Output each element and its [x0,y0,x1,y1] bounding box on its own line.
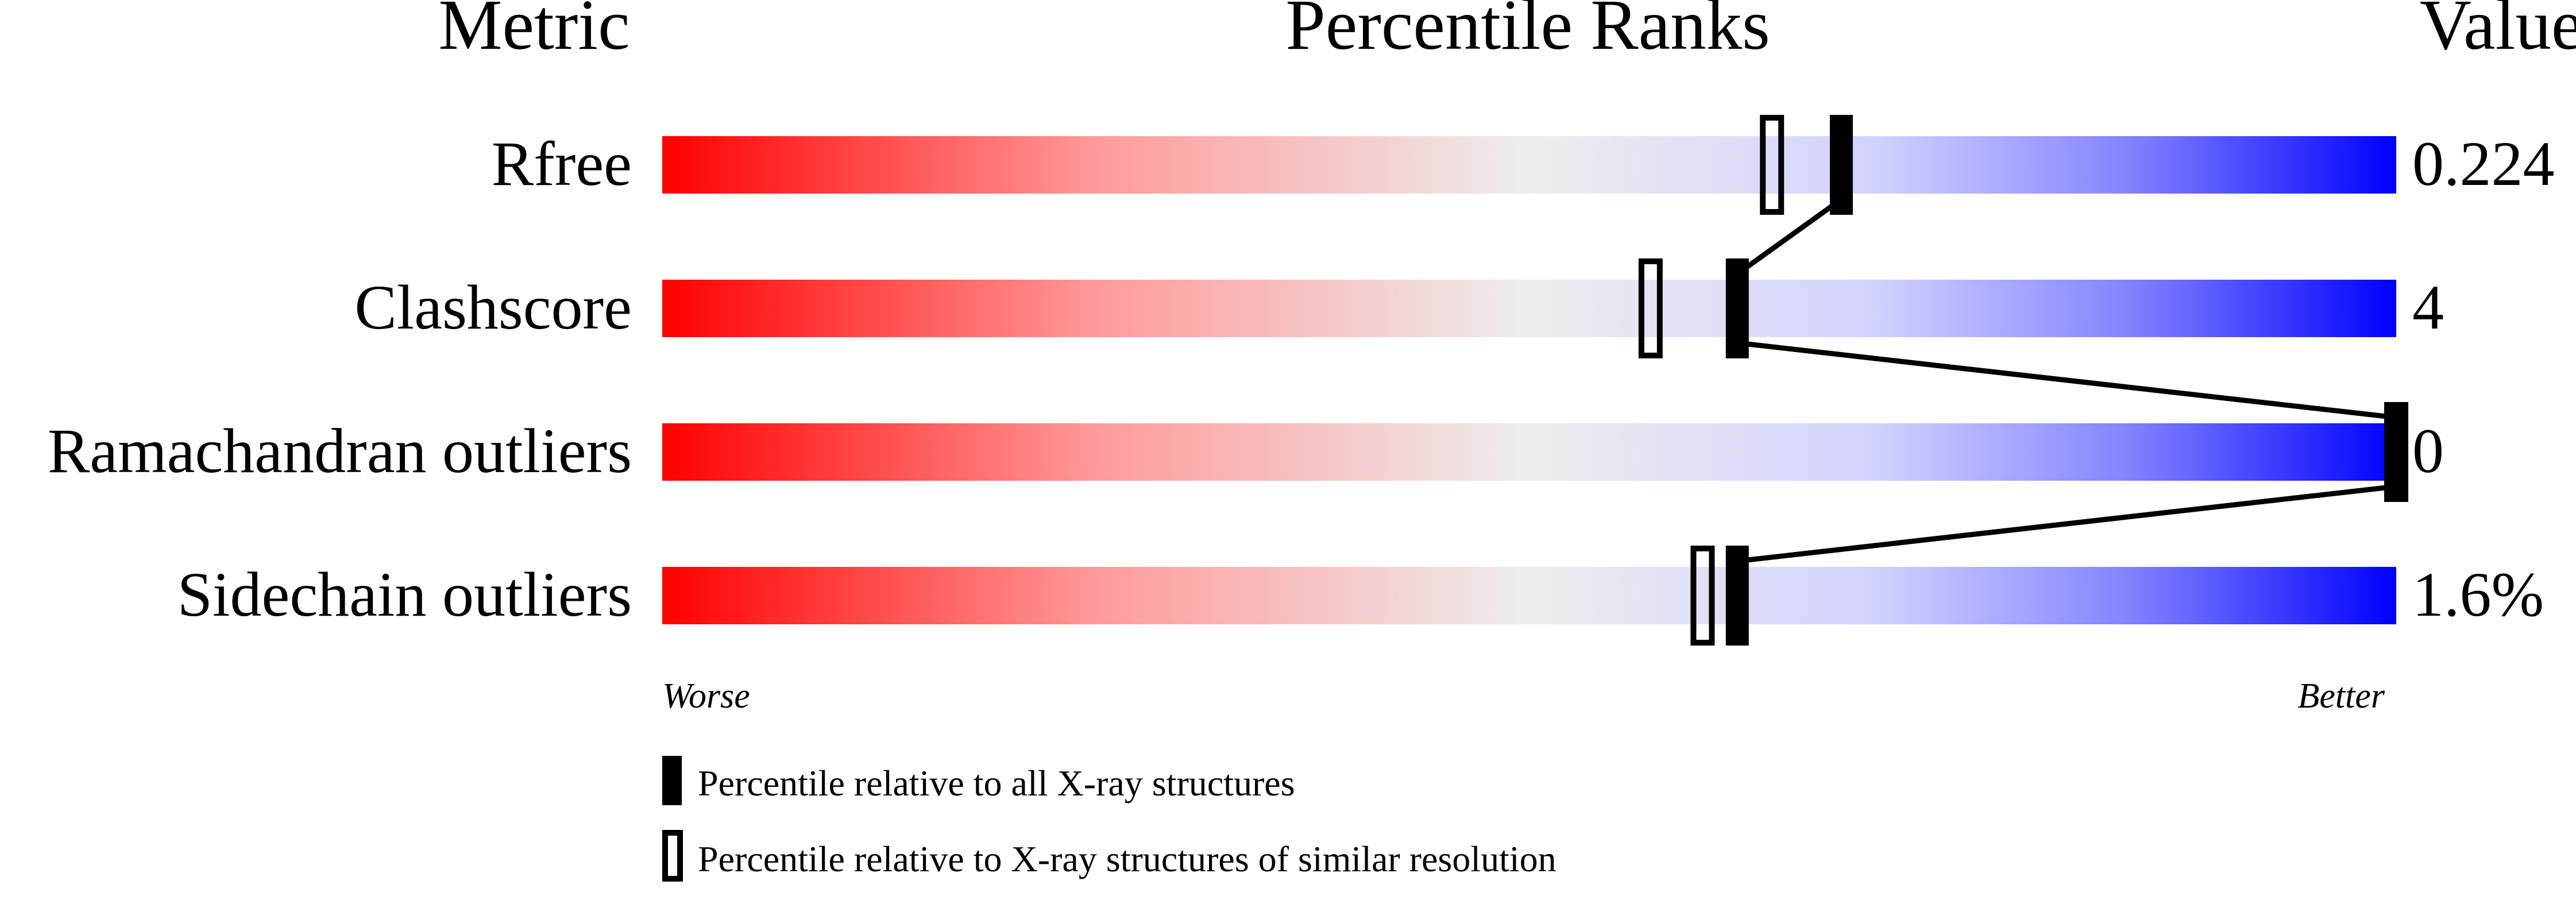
legend-filled-marker-icon [662,756,682,805]
percentile-bar [662,280,2396,337]
all-structures-marker [2385,402,2408,502]
connector-line [1737,484,2397,564]
metric-label: Sidechain outliers [177,559,632,629]
percentile-bar [662,567,2396,624]
legend-label-similar: Percentile relative to X-ray structures … [698,839,1557,879]
legend-hollow-marker-icon [662,830,683,882]
metric-value: 0.224 [2412,129,2555,199]
all-structures-marker [1725,546,1749,646]
metric-label: Ramachandran outliers [48,416,632,486]
all-structures-marker [1725,258,1749,358]
axis-label-better: Better [2298,677,2385,716]
similar-resolution-marker [1638,258,1663,358]
axis-label-worse: Worse [662,677,750,716]
all-structures-marker [1829,115,1853,215]
similar-resolution-marker [1760,115,1785,215]
legend-label-all: Percentile relative to all X-ray structu… [698,763,1295,803]
header-metric: Metric [438,0,629,65]
metric-label: Rfree [492,129,632,199]
connector-line [1737,340,2397,420]
header-percentile-ranks: Percentile Ranks [1285,0,1770,65]
header-value: Value [2420,0,2576,65]
metric-value: 4 [2412,272,2444,342]
metric-value: 1.6% [2412,559,2544,629]
percentile-bar [662,423,2396,481]
metric-value: 0 [2412,416,2444,486]
percentile-bar [662,136,2396,194]
similar-resolution-marker [1690,546,1715,646]
connector-line [1736,197,1843,276]
metric-label: Clashscore [354,272,632,342]
